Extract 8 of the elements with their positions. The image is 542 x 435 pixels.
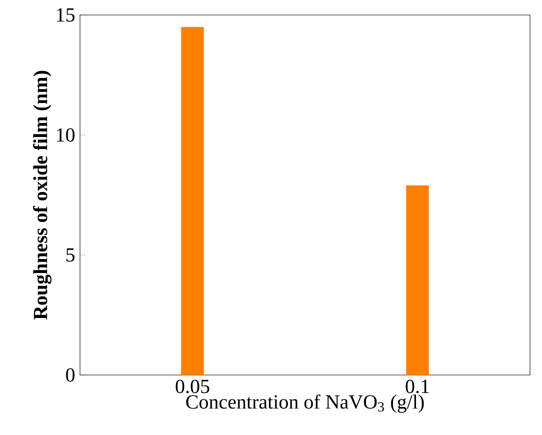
y-tick-label: 0 (66, 368, 75, 382)
x-tick-label: 0.1 (406, 380, 429, 394)
x-tick-label: 0.05 (176, 380, 210, 394)
y-axis-title: Roughness of oxide film (nm) (32, 70, 52, 320)
x-axis-title: Concentration of NaVO$_{3}$ (g/l) (186, 394, 424, 413)
y-tick-label: 15 (57, 8, 75, 22)
y-tick-label: 10 (57, 128, 75, 142)
y-tick-label: 5 (66, 248, 75, 262)
